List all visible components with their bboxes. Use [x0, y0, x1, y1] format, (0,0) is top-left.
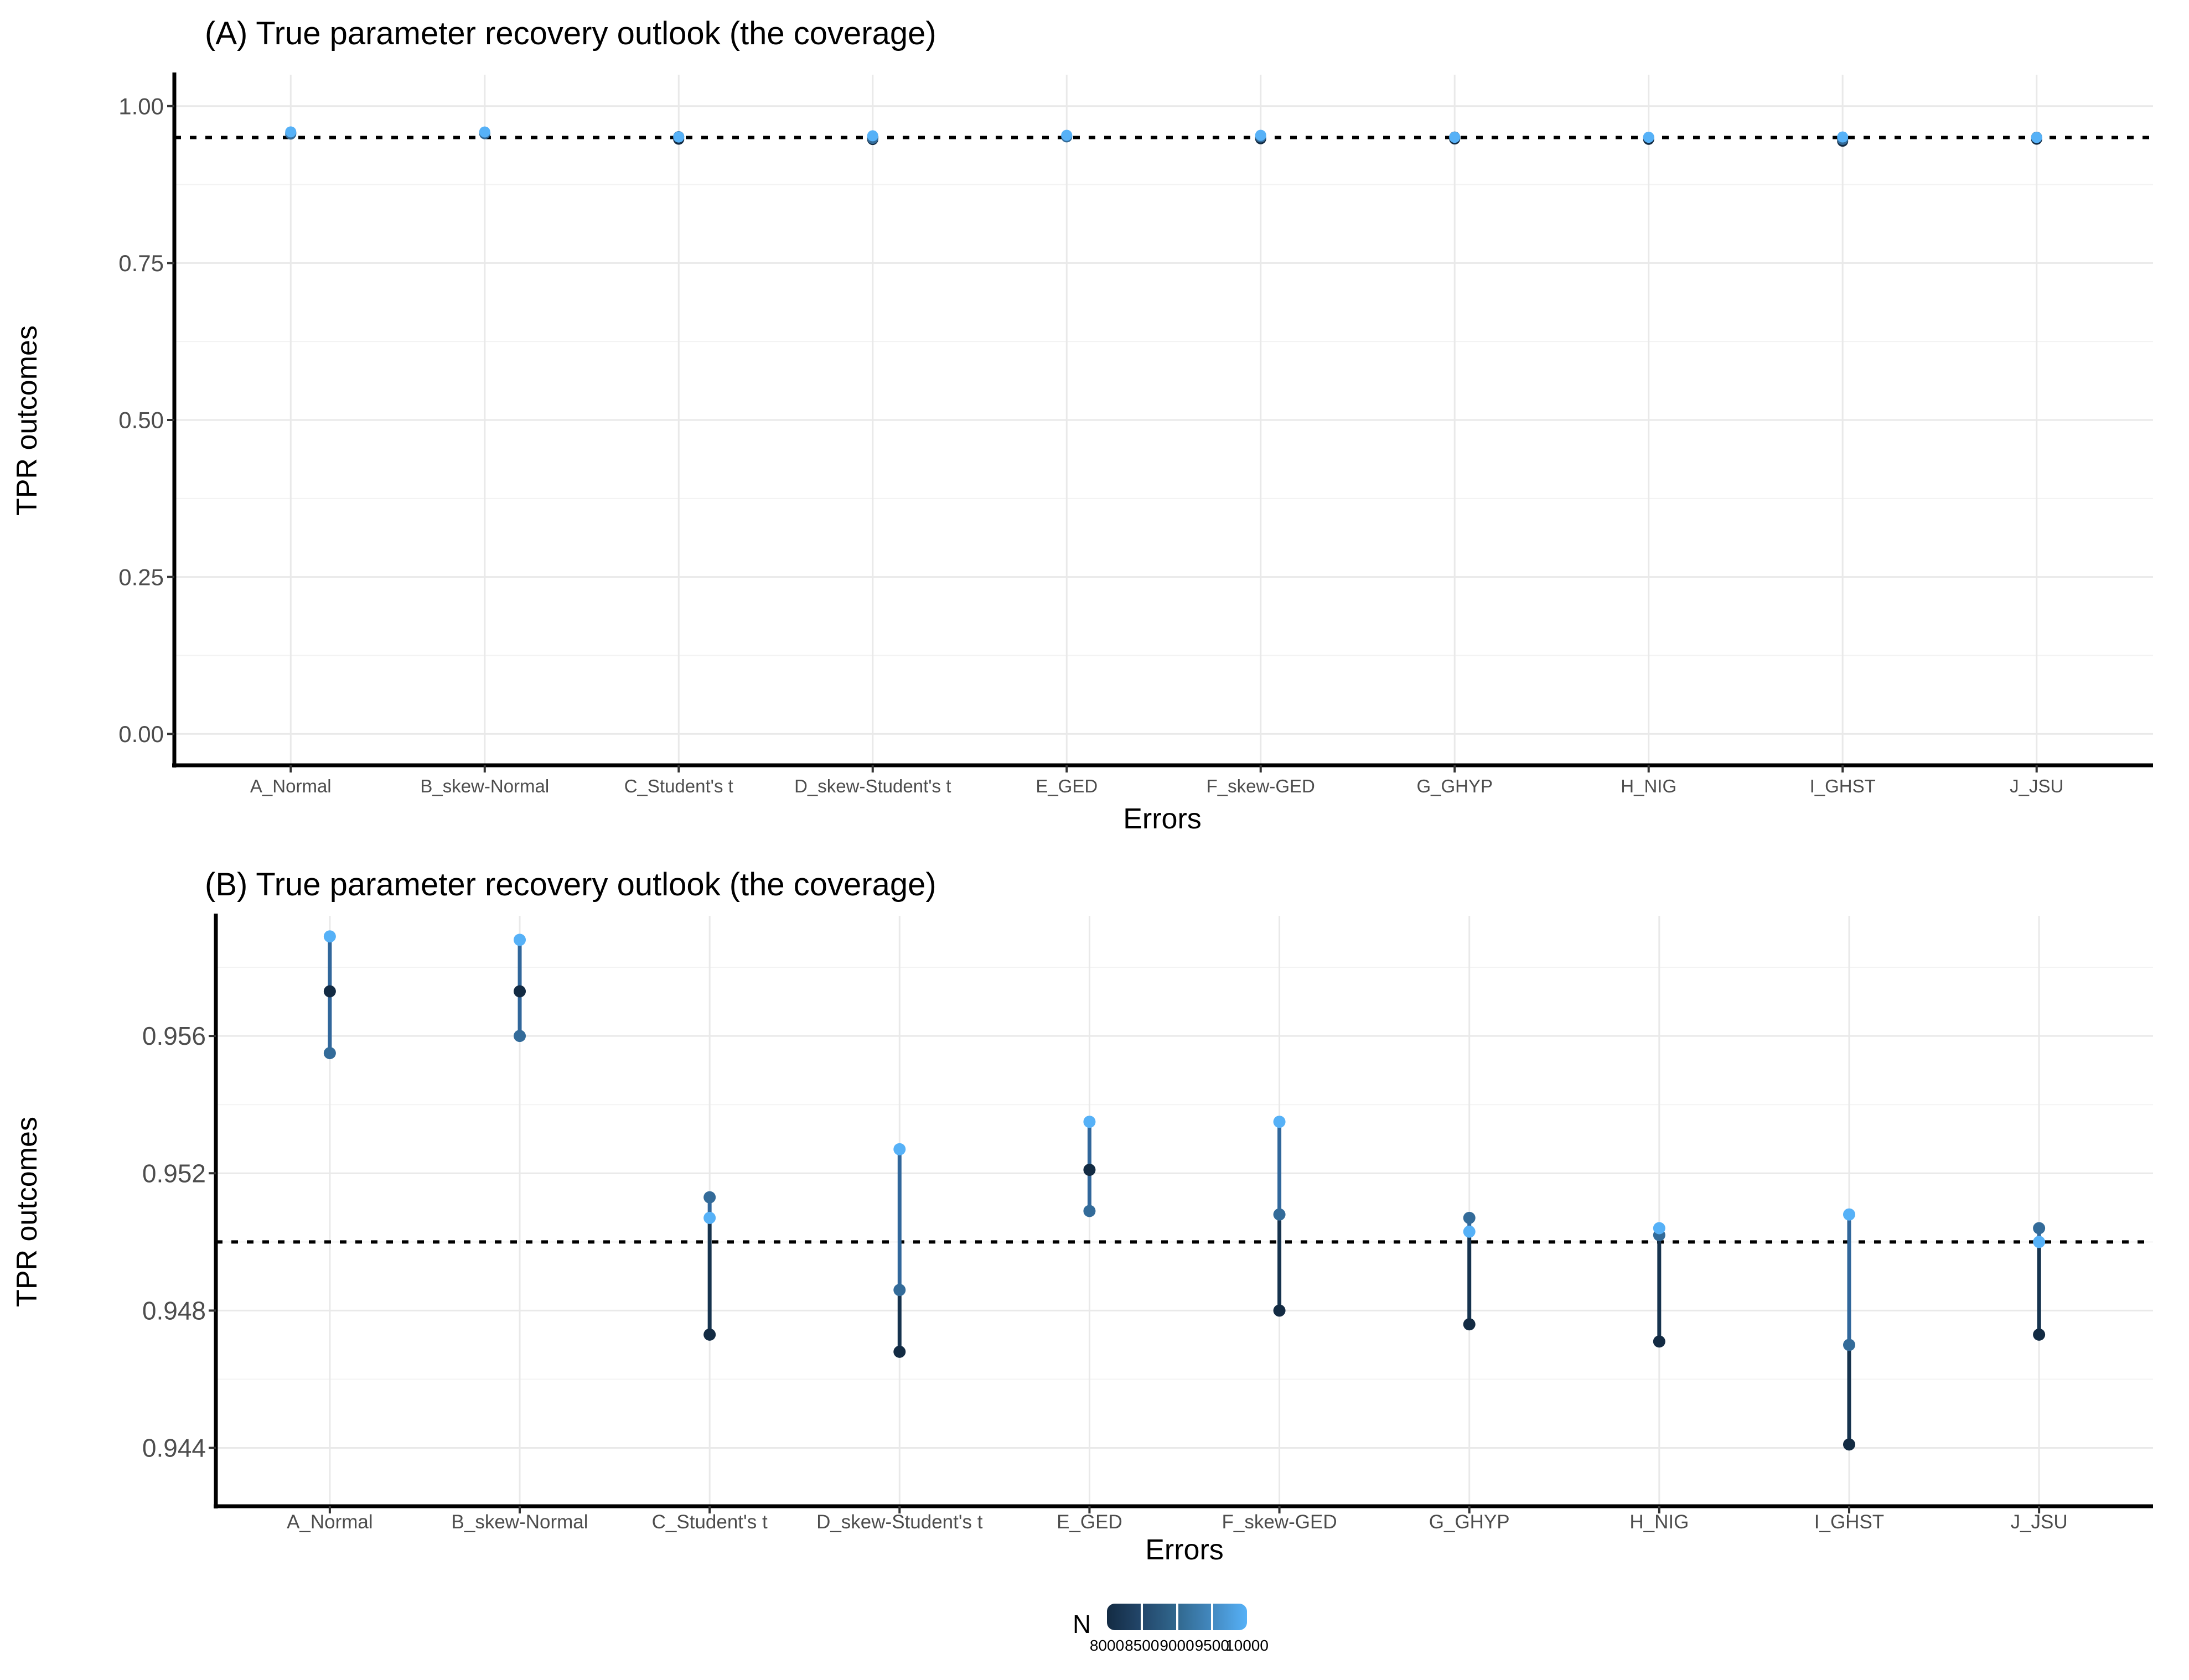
y-tick-label: 0.00 — [118, 721, 164, 747]
y-tick-label: 0.952 — [142, 1159, 206, 1188]
data-point-n8000 — [1463, 1318, 1476, 1331]
x-category-label: A_Normal — [250, 776, 332, 796]
legend-tick-label: 9000 — [1160, 1637, 1194, 1654]
data-point-n9000 — [323, 1047, 336, 1060]
data-point-n8000 — [893, 1345, 906, 1358]
data-point-n10000 — [479, 126, 490, 138]
data-point-n10000 — [1273, 1116, 1286, 1128]
data-point-n10000 — [1061, 129, 1073, 141]
data-point-n10000 — [1653, 1222, 1665, 1235]
data-point-n8000 — [1843, 1438, 1855, 1451]
data-point-n10000 — [1843, 1208, 1855, 1221]
data-point-n8000 — [1083, 1164, 1096, 1176]
data-point-n10000 — [514, 934, 526, 946]
data-point-n10000 — [893, 1143, 906, 1155]
data-point-n10000 — [1255, 129, 1266, 141]
data-point-n9000 — [514, 1030, 526, 1043]
panel-a-plot-area: 0.00 0.25 0.50 0.75 1.00 A_Normal B_skew-Norma… — [118, 72, 2153, 796]
y-tick-label: 0.25 — [118, 564, 164, 590]
y-tick-label: 0.50 — [118, 407, 164, 433]
x-category-label: B_skew-Normal — [420, 776, 549, 796]
data-point-n10000 — [1643, 132, 1654, 143]
panel-a-title: (A) True parameter recovery outlook (the… — [205, 15, 936, 51]
x-category-label: C_Student's t — [624, 776, 733, 796]
y-tick-label: 0.948 — [142, 1297, 206, 1325]
data-point-n9000 — [703, 1191, 716, 1204]
x-category-label: E_GED — [1036, 776, 1098, 796]
legend-tick-label: 8000 — [1089, 1637, 1125, 1654]
panel-b-title: (B) True parameter recovery outlook (the… — [205, 867, 936, 903]
legend-colorbar-break — [1210, 1604, 1213, 1630]
panel-a-x-axis-title: Errors — [1123, 803, 1202, 835]
data-point-n8000 — [2033, 1328, 2046, 1341]
data-point-n10000 — [2031, 132, 2042, 143]
panel-a-y-axis-title: TPR outcomes — [11, 325, 43, 516]
x-category-label: H_NIG — [1629, 1511, 1689, 1533]
data-point-n10000 — [1463, 1225, 1476, 1238]
panel-b-x-axis-title: Errors — [1145, 1534, 1224, 1566]
x-category-label: J_JSU — [2011, 1511, 2068, 1533]
y-tick-label: 0.944 — [142, 1434, 206, 1463]
data-point-n8000 — [323, 985, 336, 998]
x-category-label: D_skew-Student's t — [794, 776, 951, 796]
legend-colorbar — [1107, 1604, 1247, 1630]
data-point-n9000 — [2033, 1222, 2046, 1235]
x-category-label: A_Normal — [287, 1511, 373, 1533]
data-point-n9000 — [1463, 1211, 1476, 1224]
data-point-n10000 — [2033, 1236, 2046, 1248]
y-tick-label: 0.75 — [118, 250, 164, 276]
data-point-n8000 — [703, 1328, 716, 1341]
data-point-n10000 — [673, 131, 685, 143]
data-point-n10000 — [285, 126, 297, 138]
data-point-n8000 — [1653, 1335, 1665, 1348]
data-point-n9000 — [893, 1284, 906, 1297]
x-category-label: G_GHYP — [1416, 776, 1493, 796]
data-point-n10000 — [323, 930, 336, 943]
y-tick-label: 1.00 — [118, 93, 164, 119]
data-point-n10000 — [867, 130, 878, 142]
data-point-n8000 — [1273, 1304, 1286, 1317]
legend-tick-label: 10000 — [1225, 1637, 1269, 1654]
data-point-n10000 — [703, 1211, 716, 1224]
x-category-label: D_skew-Student's t — [816, 1511, 983, 1533]
data-point-n8000 — [514, 985, 526, 998]
data-point-n9000 — [1083, 1205, 1096, 1217]
x-category-label: E_GED — [1057, 1511, 1122, 1533]
x-category-label: H_NIG — [1621, 776, 1676, 796]
x-category-label: B_skew-Normal — [452, 1511, 588, 1533]
data-point-n9000 — [1843, 1339, 1855, 1351]
x-category-label: I_GHST — [1814, 1511, 1884, 1533]
x-category-label: I_GHST — [1810, 776, 1876, 796]
panel-b-y-axis-title: TPR outcomes — [11, 1117, 43, 1307]
x-category-label: F_skew-GED — [1222, 1511, 1337, 1533]
x-category-label: C_Student's t — [652, 1511, 768, 1533]
legend-tick-label: 8500 — [1125, 1637, 1160, 1654]
x-category-label: J_JSU — [2010, 776, 2063, 796]
y-tick-label: 0.956 — [142, 1022, 206, 1050]
x-category-label: G_GHYP — [1429, 1511, 1510, 1533]
legend-colorbar-break — [1141, 1604, 1143, 1630]
panel-b-plot-area: 0.944 0.948 0.952 0.956 A_Normal B_skew-Norma… — [142, 914, 2153, 1533]
data-point-n10000 — [1837, 131, 1849, 143]
x-category-label: F_skew-GED — [1207, 776, 1315, 796]
data-point-n10000 — [1083, 1116, 1096, 1128]
data-point-n10000 — [1449, 132, 1461, 143]
legend-colorbar-break — [1176, 1604, 1178, 1630]
legend-title: N — [1073, 1610, 1091, 1638]
legend-tick-label: 9500 — [1194, 1637, 1229, 1654]
data-point-n9000 — [1273, 1208, 1286, 1221]
